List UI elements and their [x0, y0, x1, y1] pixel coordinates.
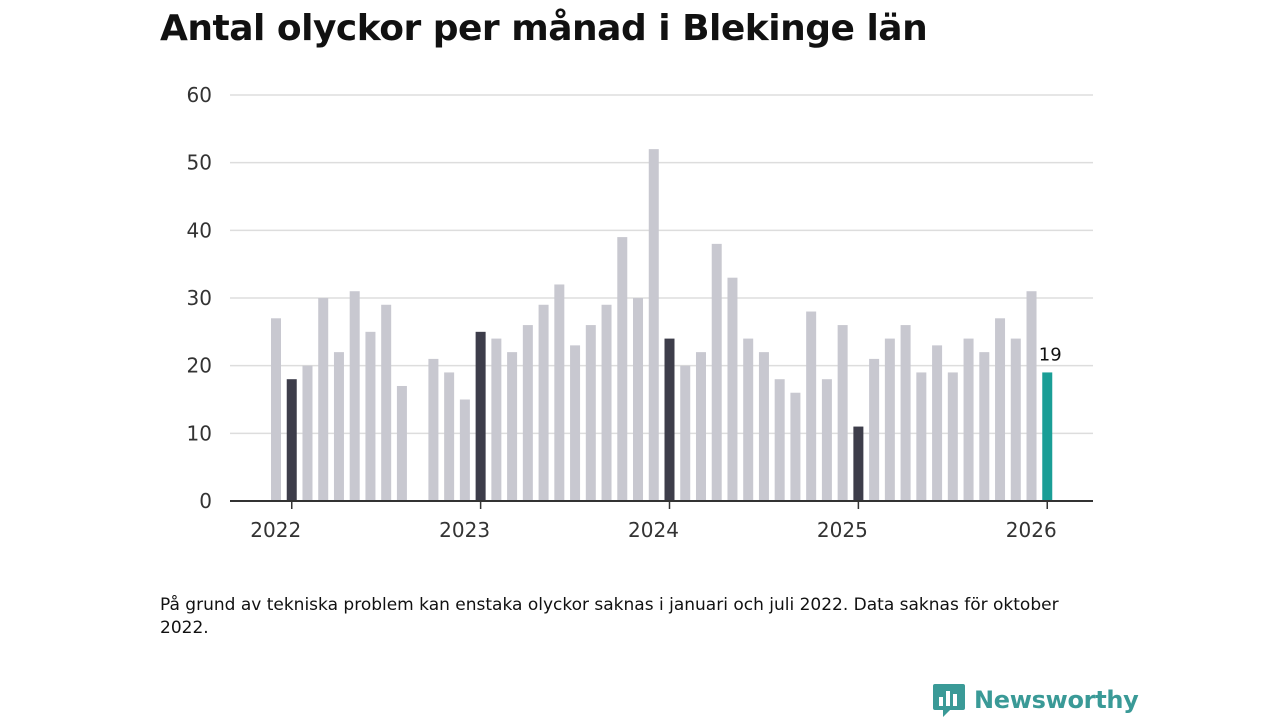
- chart-title: Antal olyckor per månad i Blekinge län: [160, 8, 928, 49]
- bar[interactable]: [522, 325, 533, 501]
- bar[interactable]: [302, 365, 313, 501]
- bar[interactable]: [475, 331, 486, 501]
- brand-name: Newsworthy: [974, 686, 1139, 714]
- footnote: På grund av tekniska problem kan enstaka…: [160, 595, 1059, 638]
- y-tick-label: 60: [187, 83, 212, 107]
- bar[interactable]: [286, 379, 297, 501]
- bars: [230, 149, 1093, 502]
- bar[interactable]: [538, 304, 549, 501]
- bar[interactable]: [617, 237, 628, 501]
- bar[interactable]: [349, 291, 360, 501]
- bar[interactable]: [381, 304, 392, 501]
- x-tick-label: 2023: [439, 518, 490, 542]
- bar[interactable]: [491, 338, 502, 501]
- y-tick-label: 20: [187, 354, 212, 378]
- bar[interactable]: [1042, 372, 1053, 501]
- bar[interactable]: [695, 352, 706, 501]
- bar[interactable]: [648, 149, 659, 501]
- data-label: 19: [1039, 344, 1062, 365]
- bar[interactable]: [585, 325, 596, 501]
- y-tick-label: 0: [199, 489, 212, 513]
- x-tick-label: 2024: [628, 518, 679, 542]
- bar[interactable]: [900, 325, 911, 501]
- bar[interactable]: [853, 426, 864, 501]
- y-tick-label: 30: [187, 286, 212, 310]
- bar[interactable]: [821, 379, 832, 501]
- bar[interactable]: [333, 352, 344, 501]
- bar[interactable]: [444, 372, 455, 501]
- bar[interactable]: [1010, 338, 1021, 501]
- y-tick-label: 10: [187, 421, 212, 445]
- bar-chart: 0 10 20 30 40 50 60 2022 2023 2024 2025 2026 19: [187, 83, 1093, 542]
- bar[interactable]: [743, 338, 754, 501]
- x-axis-ticks: 2022 2023 2024 2025 2026: [250, 501, 1057, 542]
- bar[interactable]: [884, 338, 895, 501]
- y-tick-label: 40: [187, 218, 212, 242]
- bar[interactable]: [995, 318, 1006, 501]
- bar[interactable]: [727, 277, 738, 501]
- bar[interactable]: [318, 298, 329, 501]
- bar[interactable]: [507, 352, 518, 501]
- bar[interactable]: [963, 338, 974, 501]
- bar[interactable]: [633, 298, 644, 501]
- bar[interactable]: [601, 304, 612, 501]
- bar[interactable]: [758, 352, 769, 501]
- bar[interactable]: [554, 284, 565, 501]
- bar[interactable]: [932, 345, 943, 501]
- bar[interactable]: [459, 399, 470, 502]
- bar[interactable]: [979, 352, 990, 501]
- data-labels: 19: [1039, 344, 1062, 365]
- bar[interactable]: [680, 365, 691, 501]
- bar[interactable]: [365, 331, 376, 501]
- bar[interactable]: [806, 311, 817, 501]
- bar[interactable]: [837, 325, 848, 501]
- bar[interactable]: [396, 385, 407, 501]
- bar[interactable]: [570, 345, 581, 501]
- bar[interactable]: [1026, 291, 1037, 501]
- x-tick-label: 2026: [1006, 518, 1057, 542]
- bar[interactable]: [774, 379, 785, 501]
- x-tick-label: 2025: [817, 518, 868, 542]
- y-tick-label: 50: [187, 151, 212, 175]
- bar[interactable]: [664, 338, 675, 501]
- newsworthy-logo-icon: [933, 684, 965, 717]
- bar[interactable]: [947, 372, 958, 501]
- brand-logo[interactable]: Newsworthy: [932, 682, 1139, 718]
- bar[interactable]: [711, 243, 722, 501]
- x-tick-label: 2022: [250, 518, 301, 542]
- y-axis-ticks: 0 10 20 30 40 50 60: [187, 83, 212, 513]
- bar[interactable]: [869, 358, 880, 501]
- bar[interactable]: [916, 372, 927, 501]
- bar[interactable]: [790, 392, 801, 501]
- bar[interactable]: [271, 318, 281, 501]
- bar[interactable]: [428, 358, 439, 501]
